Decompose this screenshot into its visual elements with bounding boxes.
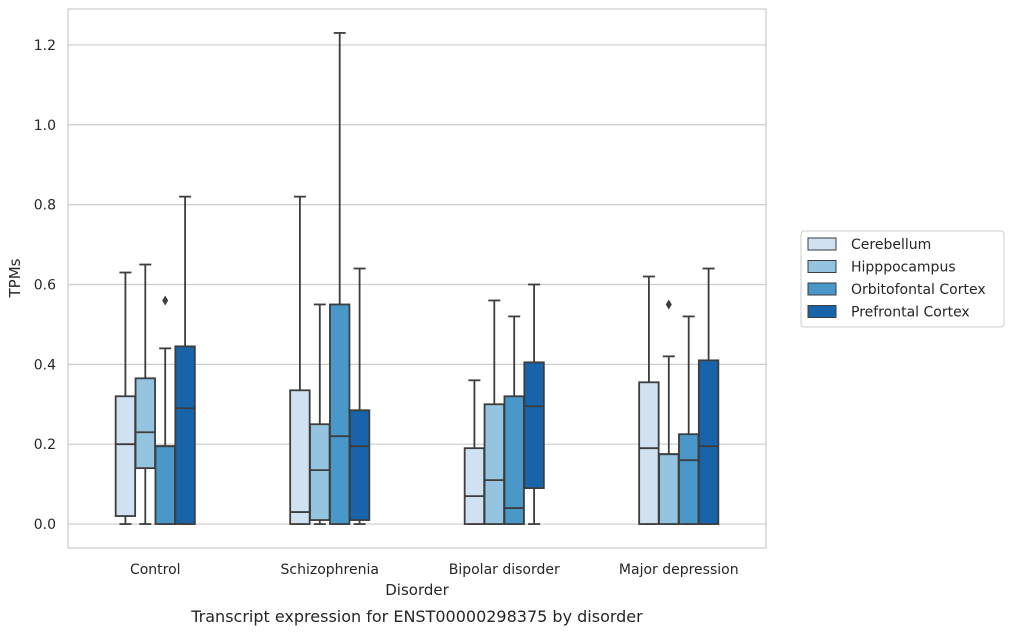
y-axis-ticks: 0.0 0.2 0.4 0.6 0.8 1.0 1.2 <box>34 38 56 533</box>
box-prefrontal-cortex-2 <box>348 267 371 525</box>
box-prefrontal-cortex-3 <box>523 283 545 525</box>
box-iqr <box>134 377 156 470</box>
y-tick-label: 1.2 <box>34 38 56 54</box>
legend-label: Prefrontal Cortex <box>851 305 970 321</box>
box-prefrontal-cortex-1 <box>174 195 196 525</box>
y-tick-label: 0.4 <box>34 357 56 373</box>
y-tick-label: 0.6 <box>34 277 56 293</box>
box-iqr <box>463 447 486 525</box>
box-orbitofontal-cortex-4 <box>678 315 700 525</box>
box-iqr <box>174 345 196 525</box>
legend-label: Cerebellum <box>851 237 931 253</box>
legend-label: Orbitofontal Cortex <box>851 282 986 298</box>
outlier-point <box>162 295 169 306</box>
box-cerebellum-4 <box>638 275 660 525</box>
plot-area-frame <box>67 8 767 549</box>
legend-swatch <box>807 305 837 318</box>
box-iqr <box>154 445 176 525</box>
box-iqr <box>483 403 505 525</box>
box-orbitofontal-cortex-1 <box>154 295 176 525</box>
legend-swatch <box>807 260 837 273</box>
chart-caption: Transcript expression for ENST0000029837… <box>190 607 643 626</box>
y-tick-label: 0.0 <box>34 517 56 533</box>
box-hipppocampus-2 <box>309 303 331 525</box>
box-iqr <box>503 395 525 525</box>
box-hipppocampus-1 <box>134 263 156 525</box>
box-orbitofontal-cortex-3 <box>503 315 525 525</box>
box-cerebellum-1 <box>114 271 137 525</box>
box-iqr <box>309 423 331 521</box>
legend-frame <box>800 230 1005 328</box>
box-iqr <box>658 453 680 525</box>
y-axis-label: TPMs <box>6 258 24 298</box>
outlier-point <box>665 299 672 310</box>
box-iqr <box>348 409 371 521</box>
box-iqr <box>638 381 660 525</box>
legend-label: Hipppocampus <box>851 260 956 276</box>
boxes <box>114 32 720 525</box>
box-iqr <box>329 303 351 525</box>
box-iqr <box>697 359 720 525</box>
x-tick-label: Schizophrenia <box>281 562 379 578</box>
box-hipppocampus-3 <box>483 299 505 525</box>
x-axis-label: Disorder <box>385 581 449 599</box>
x-tick-label: Control <box>130 562 181 578</box>
legend-swatch <box>807 282 837 296</box>
legend: Cerebellum Hipppocampus Orbitofontal Corte… <box>800 230 1005 328</box>
box-iqr <box>523 361 545 490</box>
box-hipppocampus-4 <box>658 299 680 525</box>
box-cerebellum-2 <box>289 195 311 525</box>
box-iqr <box>114 395 137 517</box>
y-tick-label: 1.0 <box>34 118 56 134</box>
box-prefrontal-cortex-4 <box>697 267 720 525</box>
y-tick-label: 0.2 <box>34 437 56 453</box>
legend-swatch <box>807 237 837 251</box>
box-orbitofontal-cortex-2 <box>329 32 351 525</box>
box-iqr <box>678 433 700 525</box>
x-axis-ticks: Control Schizophrenia Bipolar disorder Majo… <box>130 562 739 578</box>
y-tick-label: 0.8 <box>34 198 56 214</box>
box-cerebellum-3 <box>463 379 486 525</box>
x-tick-label: Bipolar disorder <box>449 562 560 578</box>
box-iqr <box>289 389 311 525</box>
x-tick-label: Major depression <box>619 562 739 578</box>
